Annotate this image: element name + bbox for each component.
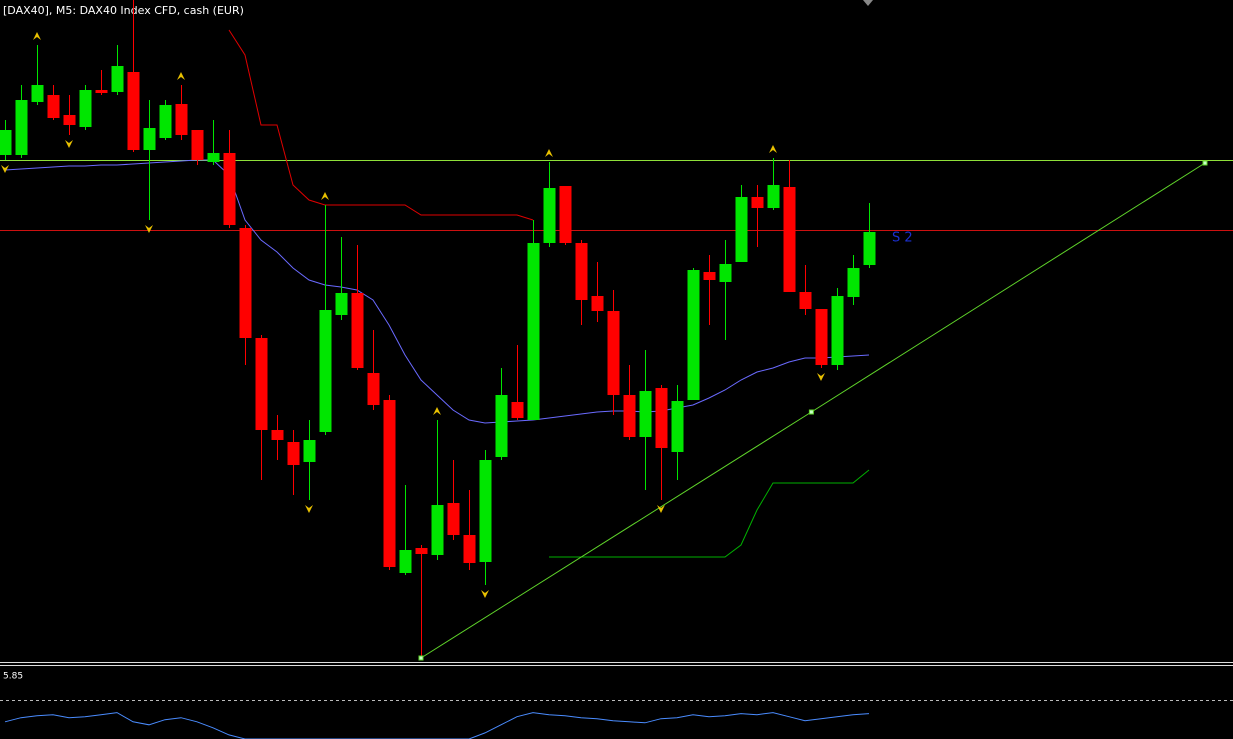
indicator-line [4, 712, 870, 739]
candle-body [143, 128, 156, 150]
indicator-label: 5.85 [3, 672, 23, 682]
fractal-up [545, 149, 553, 157]
fractal-up [769, 145, 777, 153]
candle-body [111, 66, 124, 92]
fractal-down [481, 590, 489, 598]
candle-body [271, 430, 284, 440]
candle-body [399, 550, 412, 573]
trendline-anchor [1202, 160, 1208, 166]
overlay-line [228, 29, 534, 221]
candle-body [191, 130, 204, 160]
candle-body [623, 395, 636, 437]
candle-body [543, 188, 556, 243]
candle-body [671, 401, 684, 452]
candle-body [239, 228, 252, 338]
fractal-down [1, 165, 9, 173]
candle-body [223, 153, 236, 225]
candle-body [559, 186, 572, 243]
candle-body [175, 104, 188, 135]
candle-body [159, 105, 172, 138]
candle-body [735, 197, 748, 262]
candle-body [351, 293, 364, 368]
candle-body [863, 232, 876, 265]
shift-marker [863, 0, 873, 6]
candle-body [463, 535, 476, 563]
candle-body [255, 338, 268, 430]
candle-body [767, 185, 780, 208]
candle-body [383, 400, 396, 567]
candle-body [479, 460, 492, 562]
candle-body [831, 296, 844, 365]
candle-body [415, 548, 428, 554]
candle-body [287, 442, 300, 465]
trendline-anchor [808, 409, 814, 415]
candle-body [0, 130, 12, 155]
candle-body [719, 264, 732, 282]
candle-body [799, 292, 812, 309]
chart-title: [DAX40], M5: DAX40 Index CFD, cash (EUR) [3, 4, 244, 17]
candle-body [367, 373, 380, 405]
fractal-down [657, 505, 665, 513]
candle-body [687, 270, 700, 400]
candle-body [47, 95, 60, 118]
candle-body [527, 243, 540, 420]
candle-body [751, 197, 764, 208]
candle-body [655, 388, 668, 448]
candle-body [127, 72, 140, 150]
fractal-down [817, 373, 825, 381]
candle-body [495, 395, 508, 457]
candle-body [607, 311, 620, 395]
candle-body [447, 503, 460, 535]
candle-body [783, 187, 796, 292]
candle-body [431, 505, 444, 555]
candle-body [511, 402, 524, 418]
candle-body [79, 90, 92, 127]
candle-body [335, 293, 348, 315]
candle-body [95, 90, 108, 93]
candle-body [703, 272, 716, 280]
candle-body [31, 85, 44, 102]
candle-body [815, 309, 828, 365]
trendline-anchor [418, 655, 424, 661]
level-label: S 2 [892, 231, 913, 246]
candle-body [207, 153, 220, 162]
fractal-up [177, 72, 185, 80]
fractal-up [433, 407, 441, 415]
fractal-down [65, 140, 73, 148]
candle-body [591, 296, 604, 311]
fractal-up [33, 32, 41, 40]
fractal-down [145, 225, 153, 233]
fractal-up [321, 192, 329, 200]
candle-body [847, 268, 860, 297]
candle-body [639, 391, 652, 437]
candle-body [303, 440, 316, 462]
overlay-line [549, 469, 870, 558]
candle-body [575, 243, 588, 300]
candle-body [63, 115, 76, 125]
candle-body [15, 100, 28, 155]
fractal-down [305, 505, 313, 513]
candle-body [319, 310, 332, 432]
